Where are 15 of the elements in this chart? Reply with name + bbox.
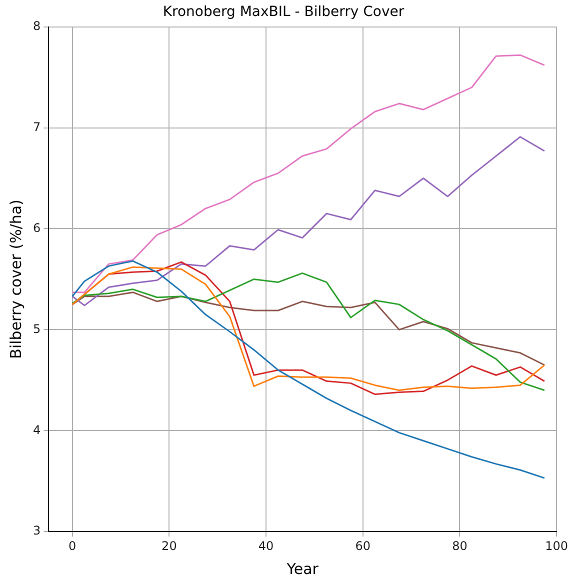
chart-title: Kronoberg MaxBIL - Bilberry Cover (162, 4, 404, 20)
x-tick-label: 20 (162, 538, 177, 553)
y-tick-label: 5 (32, 322, 41, 336)
x-tick-label: 80 (452, 538, 468, 553)
y-tick-label: 4 (32, 422, 41, 437)
x-axis-title: Year (286, 560, 320, 578)
x-tick-label: 0 (68, 538, 76, 553)
y-axis-title: Bilberry cover (%/ha) (6, 200, 25, 359)
y-tick-label: 6 (32, 220, 41, 235)
x-tick-label: 100 (545, 538, 568, 553)
x-tick-label: 60 (355, 538, 371, 553)
x-tick-label: 40 (258, 538, 274, 553)
y-tick-label: 3 (32, 524, 41, 538)
y-tick-label: 8 (32, 18, 41, 33)
y-tick-label: 7 (32, 120, 41, 134)
